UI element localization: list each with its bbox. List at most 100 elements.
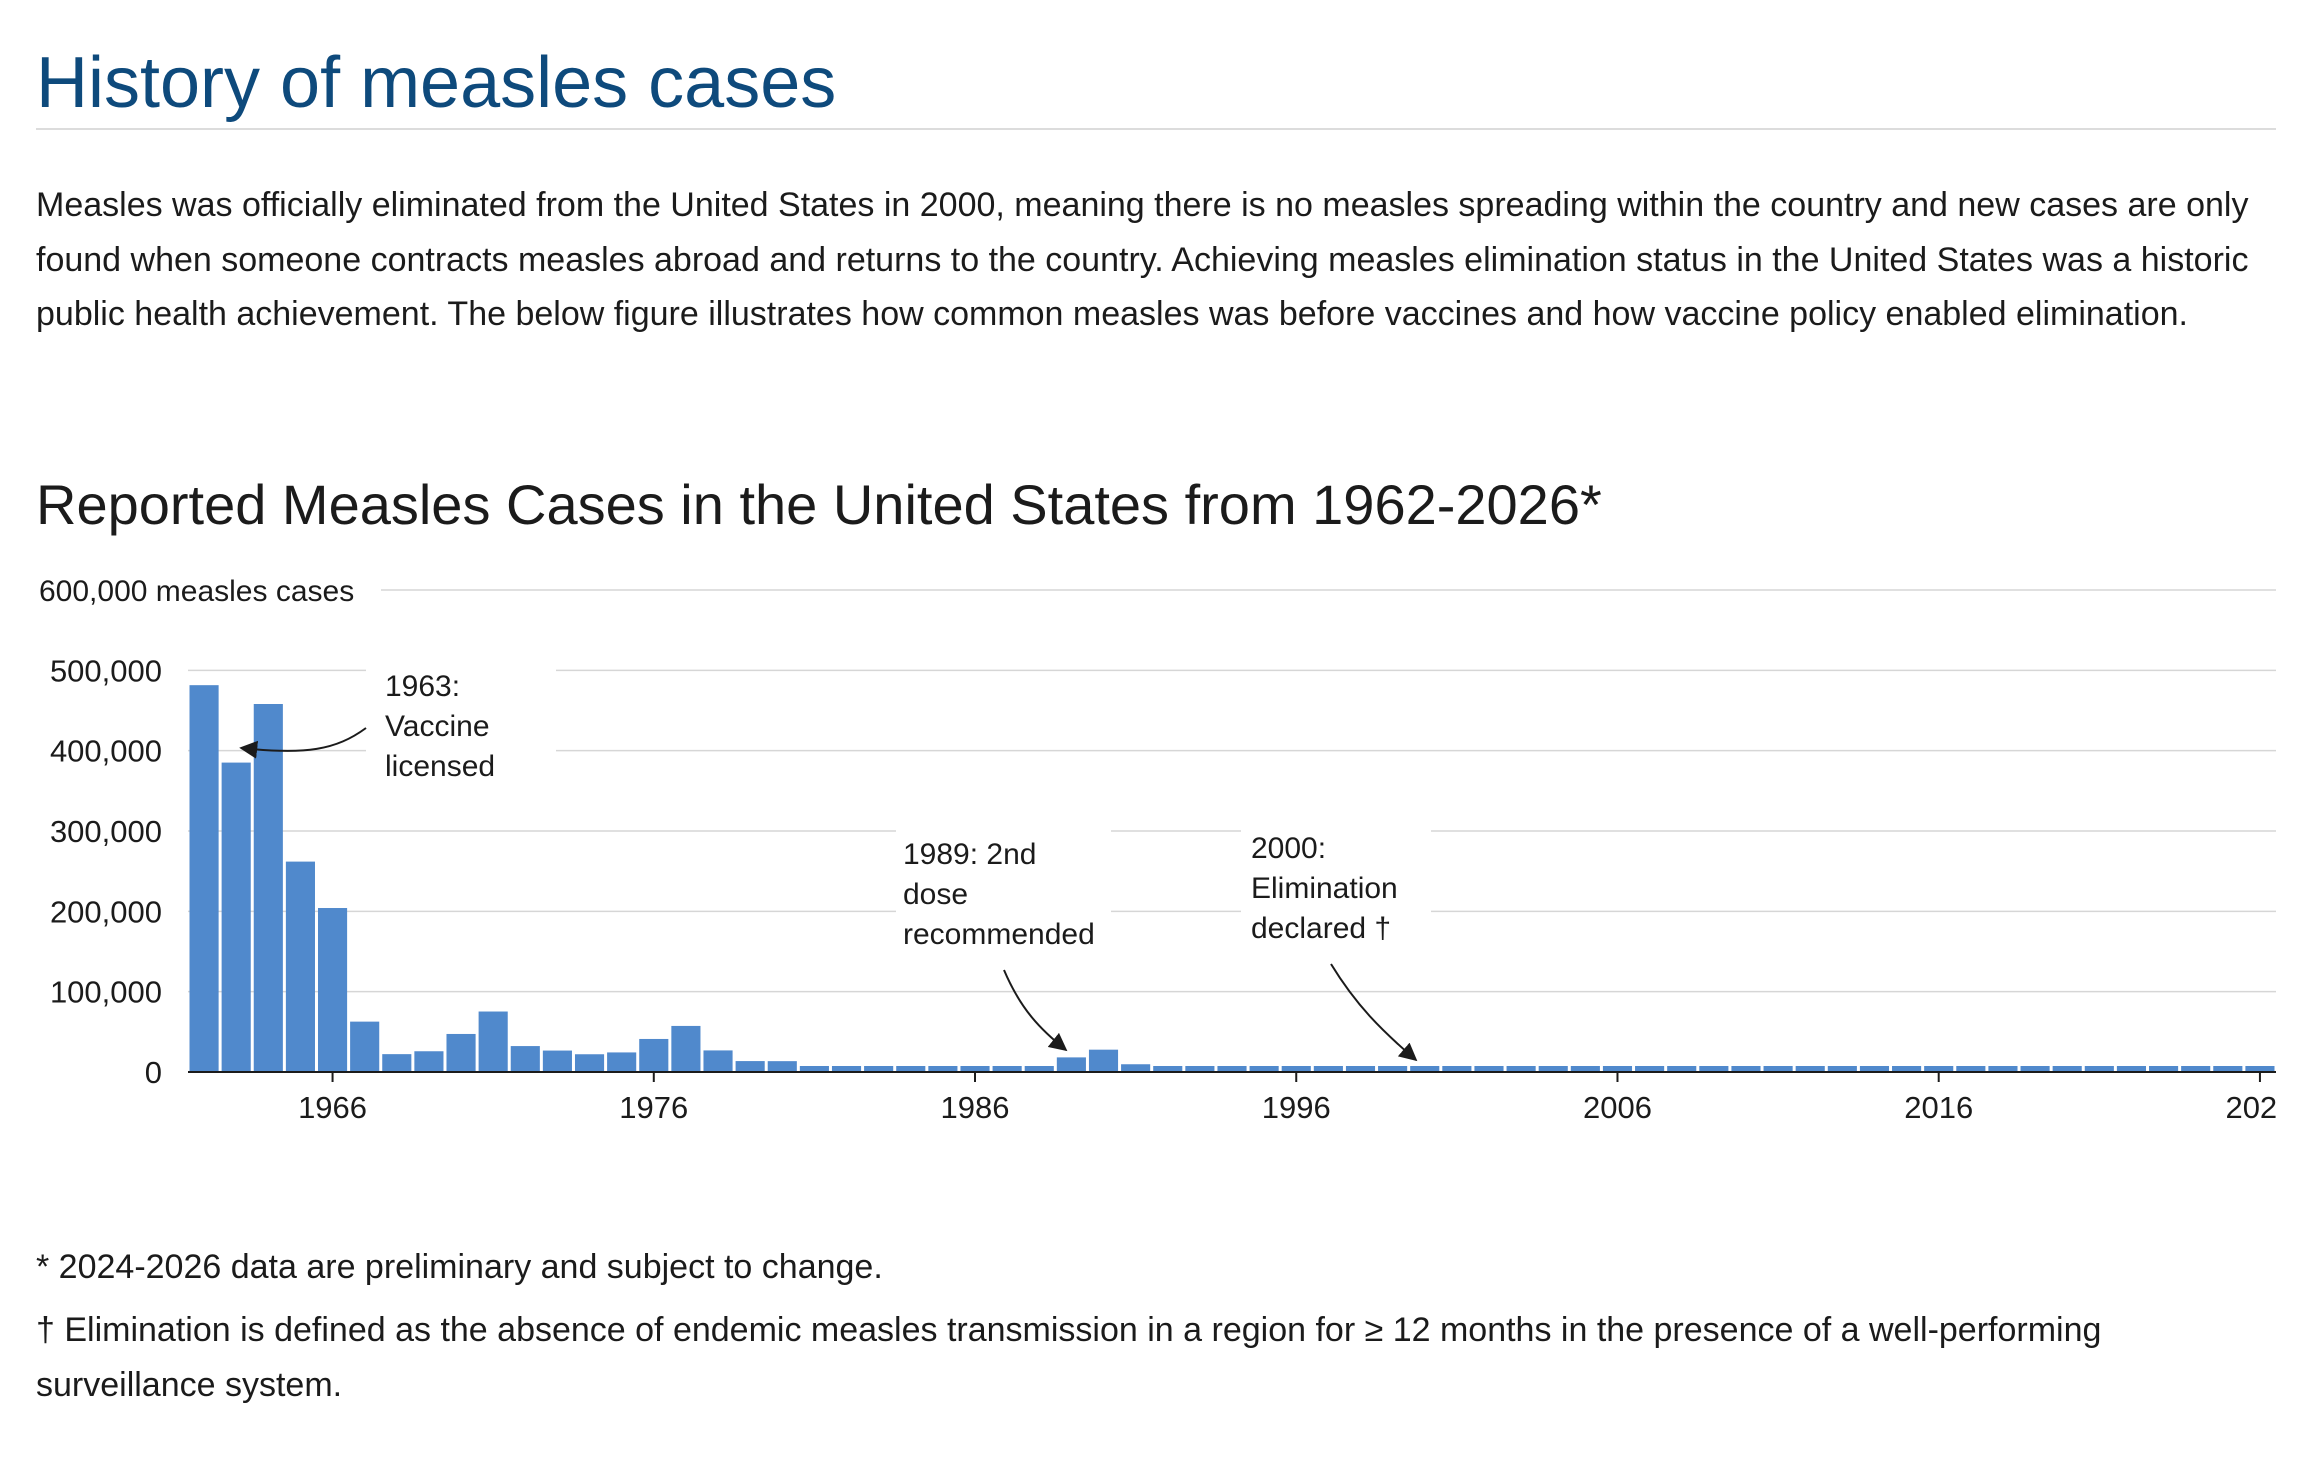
x-tick-label: 1996: [1262, 1090, 1331, 1125]
bar-1979: [735, 1061, 765, 1072]
bar-1980: [767, 1061, 797, 1072]
footnote-preliminary: * 2024-2026 data are preliminary and sub…: [36, 1248, 883, 1286]
chart-title: Reported Measles Cases in the United Sta…: [36, 473, 1602, 536]
bar-2024: [2181, 1066, 2211, 1072]
bar-1985: [928, 1066, 958, 1072]
x-tick-label: 1986: [941, 1090, 1010, 1125]
annotation-background: [1241, 822, 1431, 962]
annotation-arrow: [239, 727, 367, 759]
bar-1981: [799, 1066, 829, 1072]
annotation-2000: 2000: Elimination declared †: [1251, 832, 1398, 945]
bar-2021: [2084, 1066, 2114, 1072]
bar-2004: [1538, 1066, 1568, 1072]
bar-1989: [1056, 1057, 1086, 1072]
bar-1978: [703, 1050, 733, 1072]
y-tick-label: 300,000: [50, 814, 162, 849]
annotation-line: Vaccine: [385, 710, 490, 743]
bar-1998: [1345, 1066, 1376, 1072]
bar-2020: [2052, 1066, 2082, 1072]
bar-2002: [1474, 1066, 1504, 1072]
bar-1976: [639, 1038, 669, 1072]
bar-2015: [1892, 1066, 1922, 1072]
bar-2007: [1635, 1066, 1665, 1072]
bar-2026: [2245, 1066, 2275, 1072]
bar-2017: [1956, 1066, 1986, 1072]
bar-1990: [1088, 1049, 1119, 1072]
chart-container: 0 100,000 200,000 300,000 400,000 500,000 600,…: [36, 560, 2276, 1140]
footnote-elimination: † Elimination is defined as the absence …: [36, 1311, 2102, 1404]
bar-1966: [317, 908, 348, 1072]
bar-1974: [574, 1054, 605, 1072]
annotation-line: 1989: 2nd: [903, 838, 1036, 871]
bar-2013: [1827, 1066, 1857, 1072]
bar-1997: [1313, 1066, 1343, 1072]
bar-1991: [1121, 1064, 1151, 1072]
bar-1975: [607, 1052, 637, 1072]
annotation-line: Elimination: [1251, 872, 1398, 905]
annotation-1989: 1989: 2nd dose recommended: [903, 838, 1095, 951]
y-tick-label: 500,000: [50, 653, 162, 688]
x-tick-label: 1966: [298, 1090, 367, 1125]
bar-2001: [1442, 1066, 1472, 1072]
bar-1962: [189, 685, 219, 1072]
bar-1999: [1378, 1066, 1408, 1072]
bar-2009: [1699, 1066, 1729, 1072]
bar-2012: [1795, 1066, 1825, 1072]
bar-1993: [1185, 1066, 1215, 1072]
bar-1994: [1217, 1066, 1247, 1072]
annotation-1963: 1963: Vaccine licensed: [385, 670, 495, 783]
bar-1965: [285, 861, 315, 1072]
bar-1992: [1153, 1066, 1183, 1072]
annotation-line: recommended: [903, 918, 1095, 951]
title-divider: [36, 128, 2276, 130]
section-title: History of measles cases: [36, 43, 837, 123]
bar-1984: [896, 1066, 926, 1072]
annotation-arrow: [1330, 963, 1418, 1062]
annotation-background: [366, 660, 556, 790]
annotation-line: dose: [903, 878, 968, 911]
bar-1970: [446, 1033, 476, 1072]
bar-1967: [350, 1021, 380, 1072]
y-tick-label: 200,000: [50, 894, 162, 929]
bar-2023: [2149, 1066, 2179, 1072]
bar-1972: [510, 1046, 540, 1072]
x-tick-label: 2016: [1904, 1090, 1973, 1125]
bar-1996: [1281, 1066, 1311, 1072]
bar-2006: [1602, 1066, 1633, 1072]
y-axis-label: 600,000 measles cases: [39, 575, 354, 608]
bar-1964: [253, 704, 283, 1072]
bar-1973: [542, 1050, 572, 1072]
annotation-line: 1963:: [385, 670, 460, 703]
bar-2016: [1924, 1066, 1954, 1072]
y-tick-label: 100,000: [50, 975, 162, 1010]
x-tick-label: 1976: [619, 1090, 688, 1125]
bar-2008: [1667, 1066, 1697, 1072]
bar-2018: [1988, 1066, 2018, 1072]
bar-1968: [382, 1054, 412, 1072]
y-tick-label: 400,000: [50, 734, 162, 769]
bar-2003: [1506, 1066, 1536, 1072]
bar-chart: 0 100,000 200,000 300,000 400,000 500,000 600,…: [39, 575, 2276, 1125]
bar-1977: [671, 1025, 701, 1072]
bar-2019: [2020, 1066, 2050, 1072]
intro-paragraph: Measles was officially eliminated from t…: [36, 186, 2249, 333]
bar-2005: [1570, 1066, 1600, 1072]
bar-2000: [1410, 1066, 1440, 1072]
bar-1982: [831, 1066, 862, 1072]
bar-1971: [478, 1011, 508, 1072]
bar-1986: [960, 1066, 990, 1072]
bar-1983: [864, 1066, 894, 1072]
annotation-line: licensed: [385, 750, 495, 783]
bar-2025: [2213, 1066, 2243, 1072]
y-tick-label: 0: [145, 1055, 162, 1090]
bar-1963: [221, 762, 251, 1072]
bar-2010: [1731, 1066, 1761, 1072]
bar-2011: [1763, 1066, 1793, 1072]
annotation-line: declared †: [1251, 912, 1391, 945]
annotation-arrow: [1003, 969, 1068, 1052]
bar-1987: [992, 1066, 1022, 1072]
annotation-line: 2000:: [1251, 832, 1326, 865]
bar-1995: [1249, 1066, 1279, 1072]
bar-2014: [1859, 1066, 1890, 1072]
bar-2022: [2116, 1066, 2147, 1072]
